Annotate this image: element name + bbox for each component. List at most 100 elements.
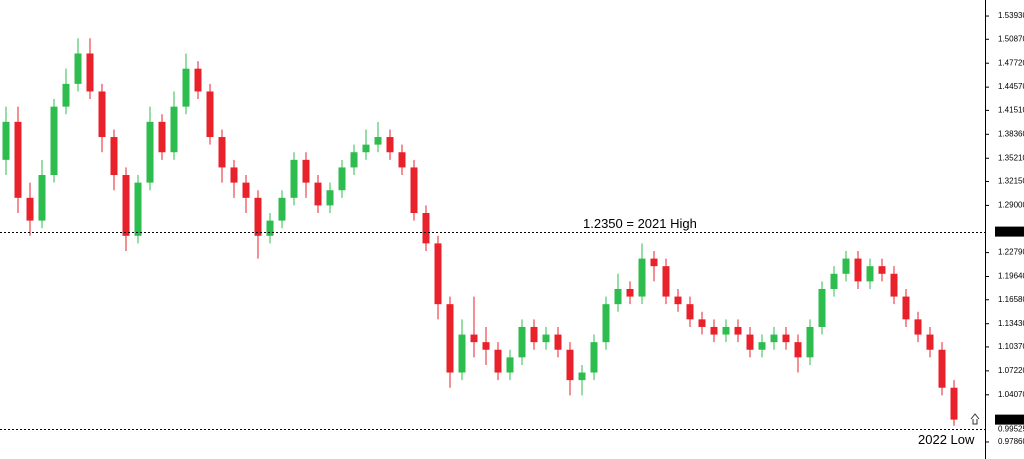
candle-body [302, 159, 310, 183]
candle-body [614, 288, 622, 305]
candle-body [494, 349, 502, 373]
annotation: 1.2350 = 2021 High [583, 216, 697, 231]
candle-body [194, 68, 202, 92]
candle-body [914, 319, 922, 335]
y-tick-label: 0.97860 [998, 437, 1024, 446]
candle-body [806, 326, 814, 358]
candle-body [518, 326, 526, 358]
candle-body [98, 91, 106, 138]
candle-body [902, 296, 910, 320]
y-tick-label: 1.22790 [998, 248, 1024, 257]
candle-body [950, 387, 958, 420]
candle-body [362, 144, 370, 153]
candle-body [122, 175, 130, 236]
price-box [995, 226, 1024, 237]
candle-body [218, 137, 226, 168]
candle-body [290, 159, 298, 198]
candle-body [578, 372, 586, 381]
candle-body [74, 53, 82, 84]
candle-body [326, 190, 334, 206]
candle-body [542, 334, 550, 343]
candle-body [626, 288, 634, 297]
candle-body [878, 266, 886, 274]
candle-body [26, 197, 34, 221]
candle-body [458, 334, 466, 373]
candle-body [722, 326, 730, 335]
candle-body [338, 167, 346, 191]
candle-body [230, 167, 238, 183]
candle-body [398, 152, 406, 168]
y-tick-label: 1.19640 [998, 272, 1024, 281]
candle-body [314, 182, 322, 206]
y-tick-label: 1.32150 [998, 177, 1024, 186]
candle-body [470, 334, 478, 343]
candle-body [698, 319, 706, 327]
y-tick-label: 1.44570 [998, 82, 1024, 91]
y-tick-label: 1.38360 [998, 129, 1024, 138]
candle-body [842, 258, 850, 274]
candle-body [14, 121, 22, 198]
candle-body [410, 167, 418, 214]
y-tick-label: 1.16580 [998, 295, 1024, 304]
candle-body [50, 106, 58, 176]
candle-body [602, 304, 610, 343]
candle-body [818, 288, 826, 327]
candle-body [506, 357, 514, 373]
candle-body [386, 137, 394, 153]
level-label: 1.25553 [998, 227, 1024, 236]
candle-body [158, 121, 166, 153]
price-label: 1.00802 [998, 415, 1024, 424]
candle-body [770, 334, 778, 343]
candle-body [650, 258, 658, 267]
level-label: 0.99525 [998, 424, 1024, 433]
candle-body [134, 182, 142, 236]
candle-body [374, 137, 382, 145]
candle-body [758, 342, 766, 350]
candle-body [110, 137, 118, 176]
price-box [995, 414, 1024, 425]
y-tick-label: 1.13430 [998, 319, 1024, 328]
candle-body [482, 342, 490, 350]
candle-body [794, 342, 802, 358]
candle-body [854, 258, 862, 282]
candle-body [206, 91, 214, 138]
candle-body [554, 334, 562, 350]
candle-body [830, 273, 838, 289]
candle-body [62, 83, 70, 107]
candle-body [434, 243, 442, 305]
candle-body [278, 197, 286, 221]
y-tick-label: 1.35210 [998, 153, 1024, 162]
candle-body [146, 121, 154, 183]
y-tick-label: 1.07220 [998, 366, 1024, 375]
candle-body [686, 304, 694, 320]
candle-body [734, 326, 742, 335]
candle-body [590, 342, 598, 373]
candle-body [926, 334, 934, 350]
y-tick-label: 1.10370 [998, 342, 1024, 351]
candle-body [662, 266, 670, 297]
y-tick-label: 1.47720 [998, 58, 1024, 67]
candle-body [2, 121, 10, 160]
candle-body [242, 182, 250, 198]
candle-body [782, 334, 790, 343]
candle-body [746, 334, 754, 350]
y-tick-label: 1.50870 [998, 34, 1024, 43]
candle-body [530, 326, 538, 343]
up-arrow-icon [970, 413, 980, 425]
y-tick-label: 1.41510 [998, 105, 1024, 114]
candle-body [638, 258, 646, 297]
candle-body [170, 106, 178, 153]
y-tick-label: 1.53930 [998, 11, 1024, 20]
candle-body [938, 349, 946, 388]
candle-body [422, 213, 430, 244]
candle-body [266, 220, 274, 236]
candle-body [350, 152, 358, 168]
annotation: 2022 Low [918, 432, 975, 447]
candle-body [38, 175, 46, 221]
candle-body [890, 273, 898, 297]
candle-body [866, 266, 874, 282]
candle-body [254, 197, 262, 236]
